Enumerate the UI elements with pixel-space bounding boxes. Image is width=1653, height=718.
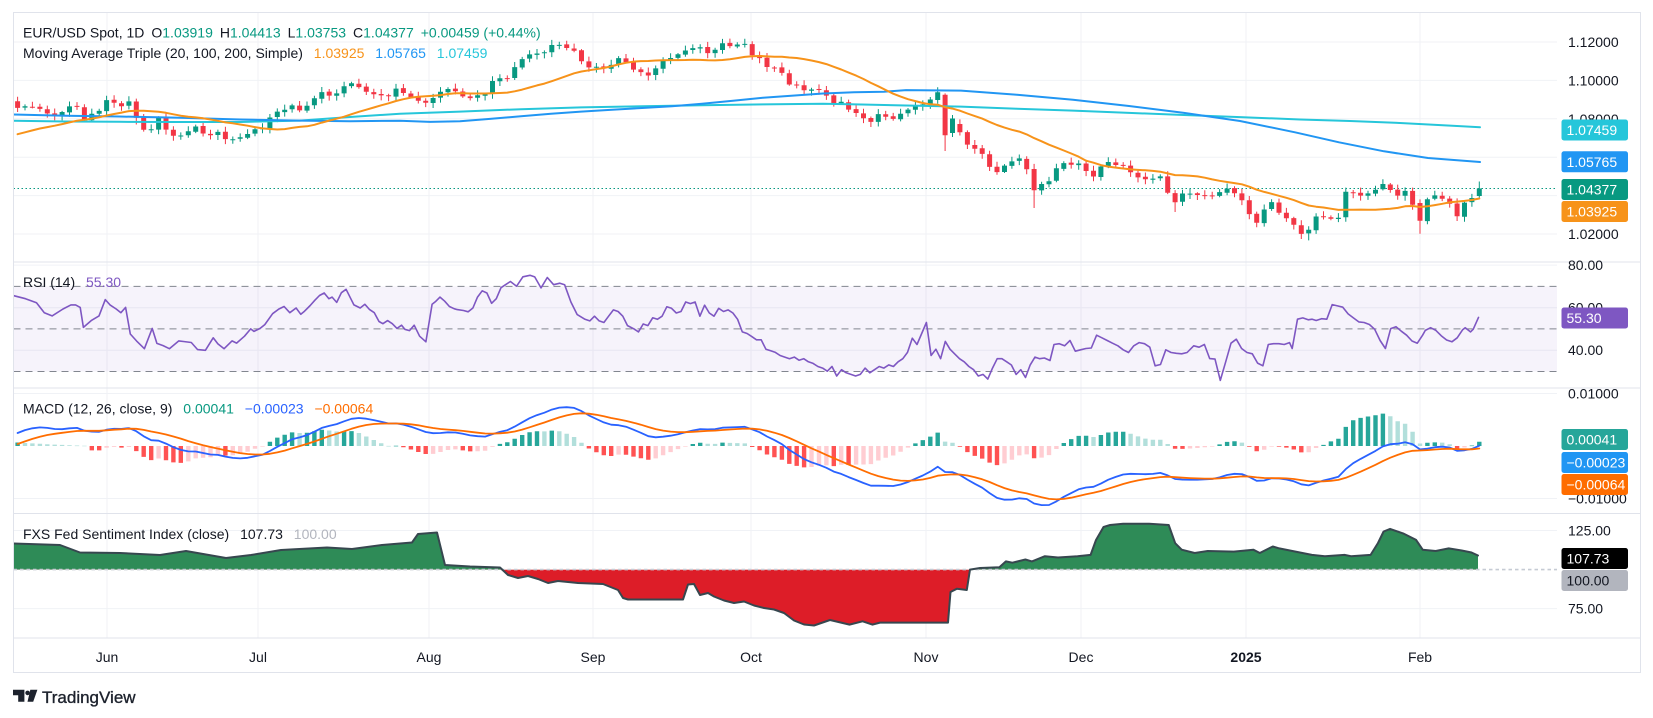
svg-text:Feb: Feb xyxy=(1408,649,1432,665)
svg-text:100.00: 100.00 xyxy=(1567,573,1610,589)
svg-text:0.00041: 0.00041 xyxy=(1567,432,1618,448)
svg-text:Sep: Sep xyxy=(581,649,606,665)
svg-text:1.02000: 1.02000 xyxy=(1568,226,1619,242)
svg-text:75.00: 75.00 xyxy=(1568,601,1603,617)
svg-text:Nov: Nov xyxy=(914,649,939,665)
svg-text:TradingView: TradingView xyxy=(42,688,136,707)
svg-text:125.00: 125.00 xyxy=(1568,523,1611,539)
svg-text:1.05765: 1.05765 xyxy=(1567,154,1618,170)
svg-text:MACD (12, 26, close, 9) 0.000: MACD (12, 26, close, 9) 0.00041 −0.00023… xyxy=(23,401,373,417)
svg-text:−0.00023: −0.00023 xyxy=(1567,455,1626,471)
svg-text:Oct: Oct xyxy=(740,649,762,665)
svg-text:2025: 2025 xyxy=(1230,649,1261,665)
svg-text:Aug: Aug xyxy=(417,649,442,665)
svg-text:Jun: Jun xyxy=(96,649,119,665)
svg-text:1.12000: 1.12000 xyxy=(1568,34,1619,50)
svg-text:1.04377: 1.04377 xyxy=(1567,182,1618,198)
svg-text:RSI (14) 55.30: RSI (14) 55.30 xyxy=(23,274,121,290)
svg-text:Jul: Jul xyxy=(249,649,267,665)
svg-text:80.00: 80.00 xyxy=(1568,257,1603,273)
svg-text:40.00: 40.00 xyxy=(1568,342,1603,358)
svg-text:107.73: 107.73 xyxy=(1567,551,1610,567)
svg-text:1.07459: 1.07459 xyxy=(1567,122,1618,138)
svg-text:FXS Fed Sentiment Index (close: FXS Fed Sentiment Index (close) 107.73 1… xyxy=(23,526,337,542)
svg-text:0.01000: 0.01000 xyxy=(1568,386,1619,402)
svg-text:−0.00064: −0.00064 xyxy=(1567,477,1626,493)
svg-text:EUR/USD Spot, 1D O1.03919 H1.0: EUR/USD Spot, 1D O1.03919 H1.04413 L1.03… xyxy=(23,25,541,41)
svg-text:1.10000: 1.10000 xyxy=(1568,72,1619,88)
svg-text:55.30: 55.30 xyxy=(1567,310,1602,326)
svg-text:1.03925: 1.03925 xyxy=(1567,204,1618,220)
svg-text:Dec: Dec xyxy=(1069,649,1094,665)
svg-text:Moving Average Triple (20, 100: Moving Average Triple (20, 100, 200, Sim… xyxy=(23,45,488,61)
